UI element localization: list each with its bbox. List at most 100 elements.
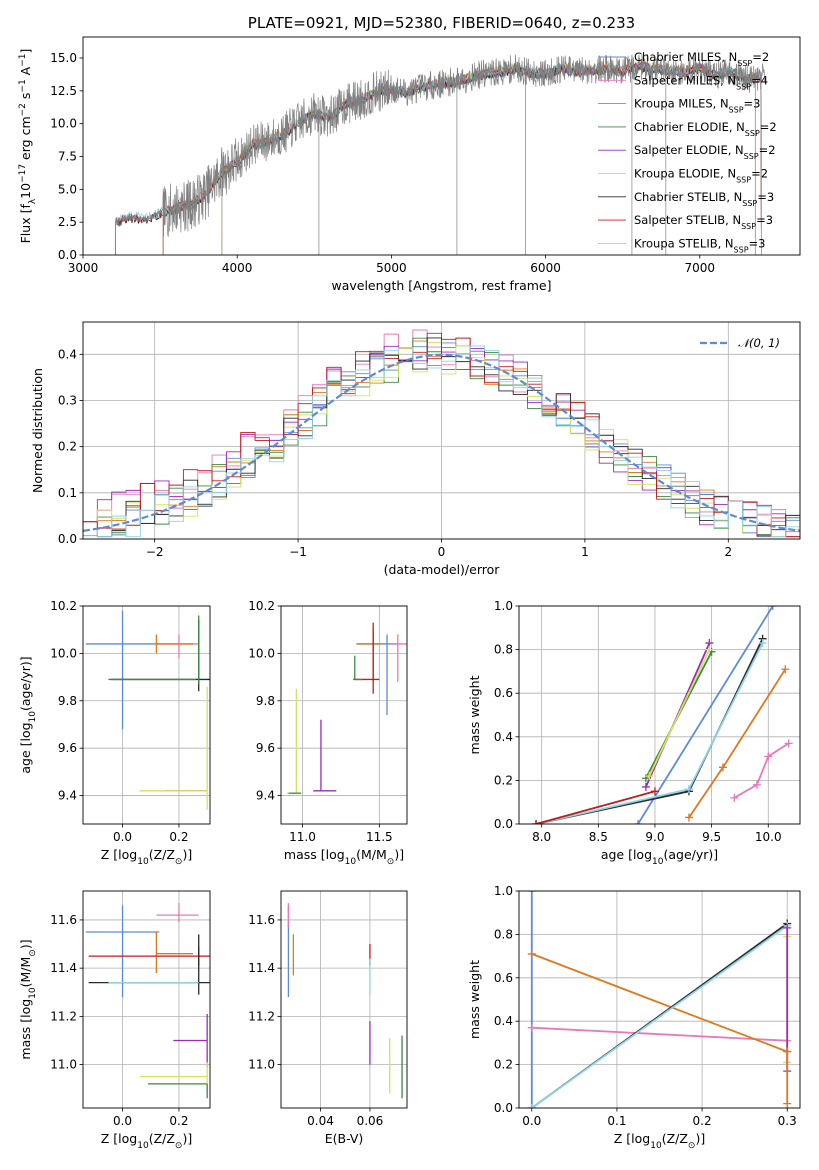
plus-marker (758, 639, 767, 648)
data-point (147, 1083, 208, 1099)
x-tick-label: 4000 (222, 261, 253, 275)
weight-line (531, 924, 788, 1108)
data-point (357, 629, 381, 682)
x-axis-label-part: (Z/Z (149, 847, 175, 862)
y-tick-label: 0.0 (494, 817, 513, 831)
y-axis-label-part: λ (28, 198, 38, 204)
x-tick-label: 10.0 (755, 830, 782, 844)
legend: 𝒩(0, 1) (700, 336, 780, 350)
age_vs_Z-axes: 0.0 0.29.49.69.810.010.2Z [log10(Z/Z⊙)]ag… (18, 599, 210, 867)
y-tick-label: 0.0 (58, 248, 77, 262)
plus-marker (784, 739, 793, 748)
y-axis-label-part: )] (18, 939, 33, 949)
y-tick-label: 0.6 (494, 971, 513, 985)
y-tick-label: 0.1 (58, 486, 77, 500)
data-point (156, 634, 199, 659)
plus-marker (781, 665, 790, 674)
x-tick-label: 0.0 (113, 1114, 132, 1128)
spectrum-axes: 3000 4000 5000 6000 7000 0.0 2.5 5.0 7.5 10.0 12.5… (18, 14, 777, 293)
spectrum-frame (82, 36, 801, 256)
y-axis-label: mass weight (467, 960, 482, 1039)
data-point (111, 620, 210, 692)
observed-spectrum-line (115, 53, 765, 255)
data-point (88, 934, 210, 995)
y-axis-label-part: Flux [f (18, 204, 33, 244)
x-axis-label-part: )] (182, 1131, 192, 1146)
x-axis-label-part: ⊙ (387, 857, 395, 867)
y-axis-label-part: −17 (18, 164, 28, 183)
x-tick-label: 0.04 (307, 1114, 334, 1128)
legend-entry-text: Salpeter ELODIE, N (634, 143, 744, 157)
x-axis-label-part: Z [log (101, 847, 137, 862)
legend-entry-tail: =2 (752, 50, 769, 64)
y-tick-label: 9.8 (58, 694, 77, 708)
legend-entry-tail: =3 (757, 190, 774, 204)
spectrum-plot (114, 53, 765, 255)
mass_vs_Z-frame (82, 890, 211, 1109)
legend-entry: 𝒩(0, 1) (738, 336, 780, 350)
weight_vs_age-plot (531, 606, 793, 824)
legend-entry-text: Kroupa STELIB, N (634, 236, 734, 250)
plus-marker (718, 763, 727, 772)
legend-entry-sub: SSP (734, 245, 749, 254)
x-axis-label-part: 10 (652, 857, 664, 867)
y-tick-label: 0.2 (494, 773, 513, 787)
legend-entry-text: Chabrier MILES, N (634, 50, 737, 64)
x-tick-label: 0.06 (357, 1114, 384, 1128)
x-axis-label-part: 10 (345, 857, 357, 867)
y-tick-label: 0.3 (58, 393, 77, 407)
y-tick-label: 11.0 (248, 1058, 275, 1072)
y-tick-label: 0.2 (58, 440, 77, 454)
residual-histogram-line (83, 337, 800, 539)
weight-line (648, 649, 711, 777)
y-tick-label: 0.0 (494, 1101, 513, 1115)
mass_vs_Z-axes: 0.0 0.211.011.211.411.6Z [log10(Z/Z⊙)]mas… (18, 891, 210, 1151)
x-axis-label-part: ⊙ (688, 1141, 696, 1151)
plus-marker (527, 1023, 536, 1032)
x-tick-label: 11.0 (289, 830, 316, 844)
y-axis-label-part: erg cm (18, 116, 33, 164)
legend-entry-sub: SSP (741, 222, 756, 231)
y-axis-label-part: −2 (18, 103, 28, 116)
x-tick-label: 1 (581, 545, 589, 559)
x-axis-label-part: Z [log (614, 1131, 650, 1146)
y-tick-label: 11.6 (50, 913, 77, 927)
x-axis-label-part: )] (695, 1131, 705, 1146)
y-tick-label: 7.5 (58, 150, 77, 164)
plus-marker (527, 1104, 536, 1108)
legend-entry-sub: SSP (745, 128, 760, 137)
x-axis-label-part: 10 (137, 857, 149, 867)
legend-entry-sub: SSP (742, 198, 757, 207)
y-axis-label-part: age [log (18, 722, 33, 773)
age_vs_mass-frame (280, 605, 408, 825)
y-axis-label: mass [log10(M/M⊙)] (18, 939, 38, 1059)
y-axis-label-part: 10 (18, 183, 33, 199)
data-point (173, 1013, 208, 1068)
legend-entry: Kroupa ELODIE, NSSP=2 (634, 167, 768, 185)
x-axis-label-part: age [log (601, 847, 652, 862)
x-axis-label-part: Z [log (101, 1131, 137, 1146)
data-point (354, 655, 363, 681)
weight-line (535, 638, 764, 824)
legend-entry-text: Chabrier STELIB, N (634, 190, 742, 204)
plus-marker (705, 645, 714, 654)
x-tick-label: 0.3 (778, 1114, 797, 1128)
x-tick-label: 0.1 (607, 1114, 626, 1128)
y-axis-label-part: 10 (28, 711, 38, 723)
age_vs_mass-plot (287, 622, 407, 794)
x-axis-label-part: (age/yr)] (663, 847, 718, 862)
y-tick-label: 11.2 (248, 1009, 275, 1023)
y-tick-label: 9.4 (58, 789, 77, 803)
x-axis-label-part: (Z/Z (149, 1131, 175, 1146)
y-axis-label: mass weight (467, 675, 482, 754)
x-axis-label-part: )] (394, 847, 404, 862)
y-tick-label: 0.4 (494, 730, 513, 744)
legend-entry: Kroupa MILES, NSSP=3 (634, 97, 760, 115)
y-tick-label: 10.0 (50, 646, 77, 660)
y-tick-label: 0.0 (58, 532, 77, 546)
legend-entry-sub: SSP (729, 105, 744, 114)
x-tick-label: 5000 (376, 261, 407, 275)
x-axis-label: E(B-V) (325, 1131, 364, 1146)
